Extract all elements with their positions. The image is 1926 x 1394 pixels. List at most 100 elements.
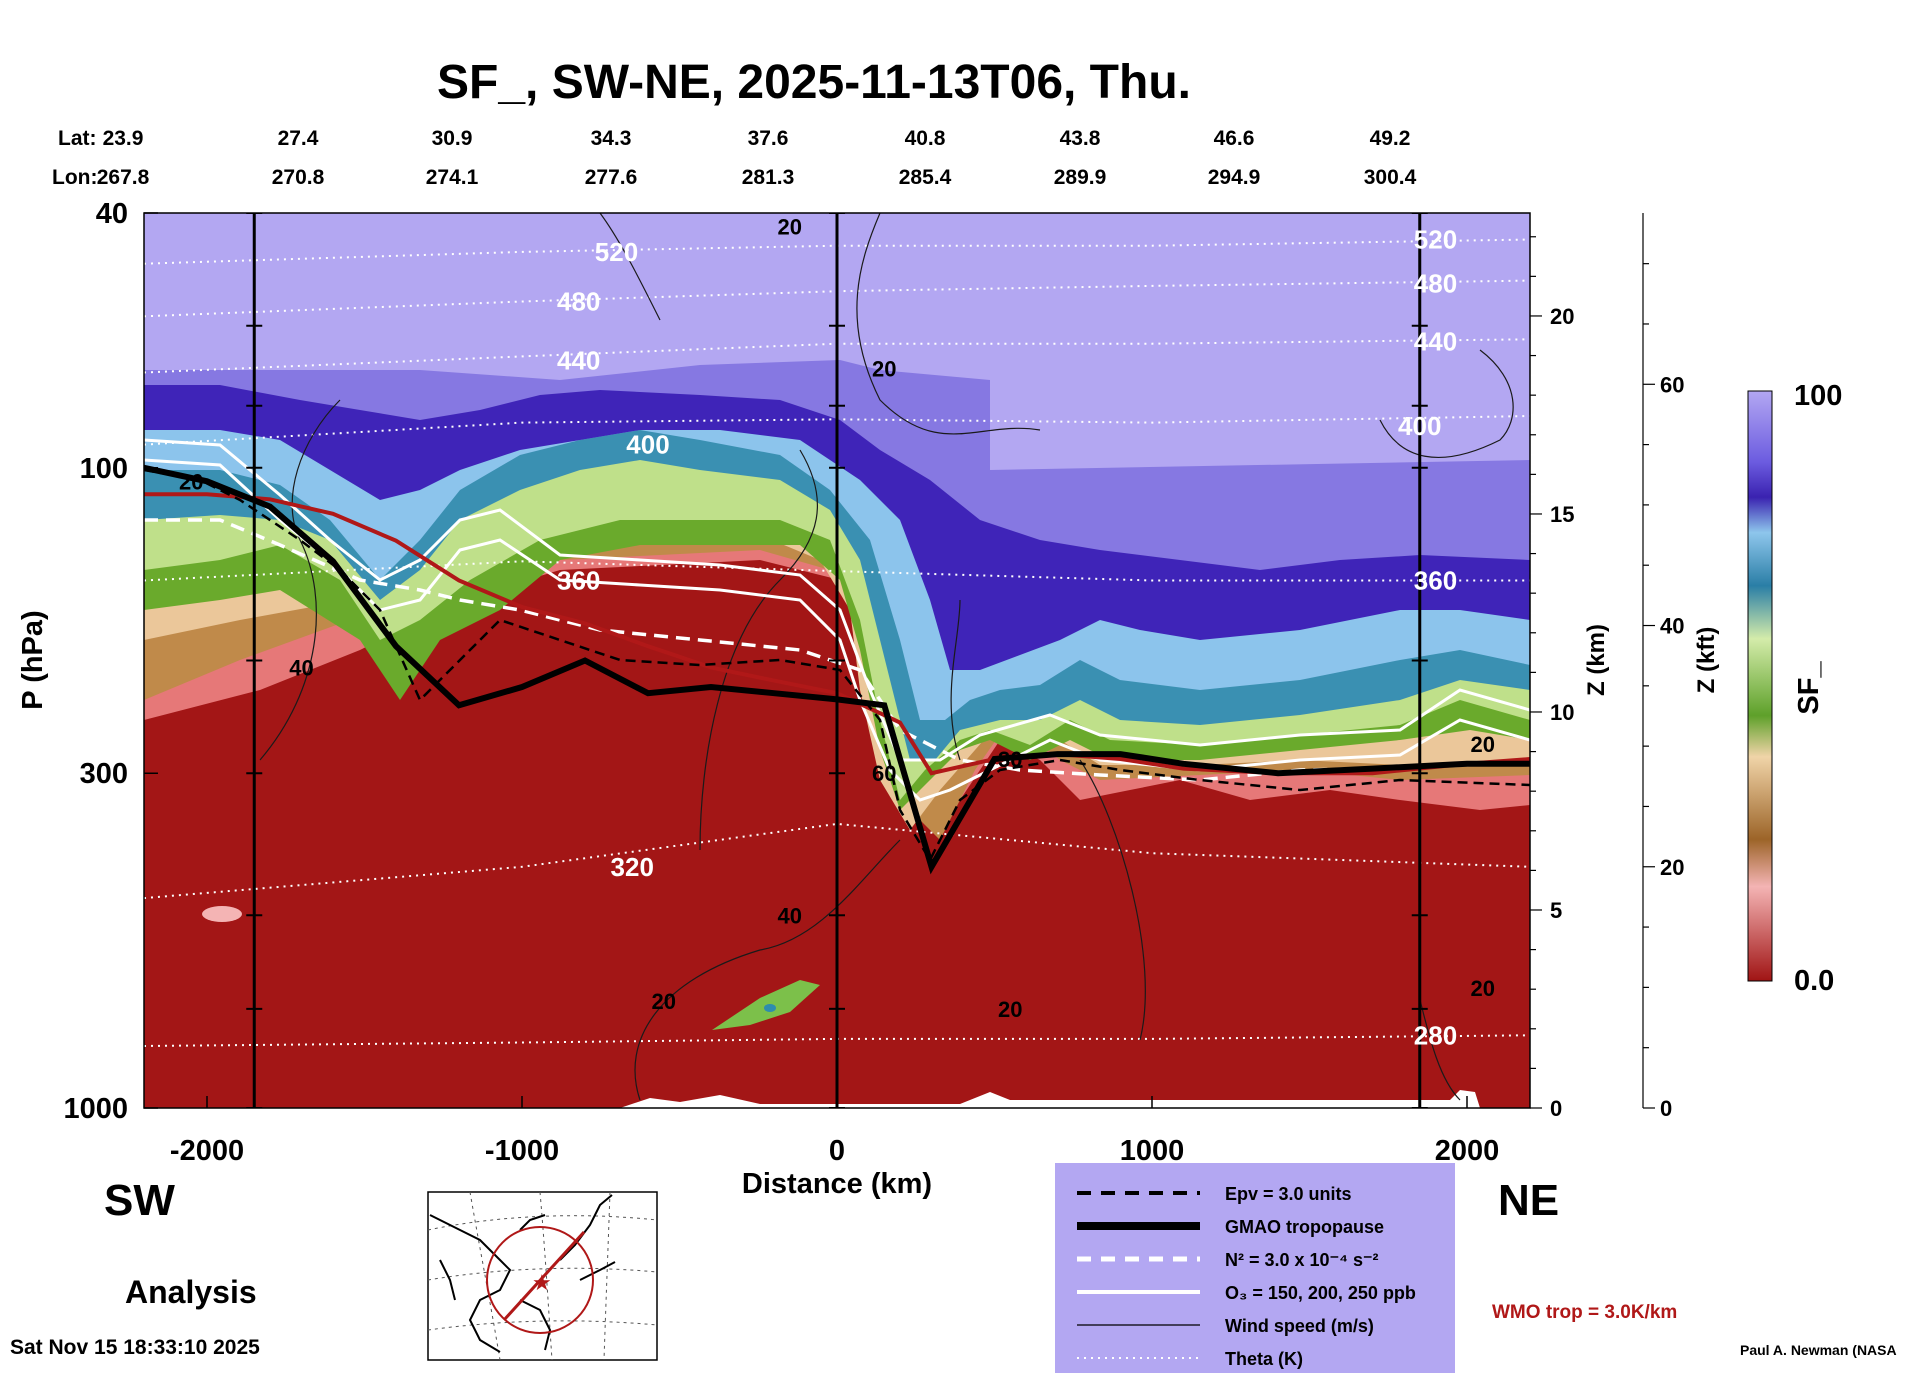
p-tick-label: 100 bbox=[80, 453, 128, 485]
zkft-tick-label: 60 bbox=[1660, 372, 1684, 397]
theta-label: 520 bbox=[1414, 225, 1457, 255]
theta-contour bbox=[144, 822, 1530, 900]
lon-value: 281.3 bbox=[742, 166, 795, 189]
lon-label: Lon: bbox=[52, 166, 97, 189]
wind-label: 20 bbox=[778, 215, 802, 240]
wind-label: 40 bbox=[289, 655, 313, 680]
zkft-tick-label: 20 bbox=[1660, 855, 1684, 880]
theta-label: 320 bbox=[611, 852, 654, 882]
credit: Paul A. Newman (NASA bbox=[1740, 1342, 1897, 1358]
z-km-title: Z (km) bbox=[1583, 624, 1610, 696]
lat-value: 30.9 bbox=[432, 127, 473, 150]
zkft-tick-label: 0 bbox=[1660, 1096, 1672, 1121]
inset-map-star: ★ bbox=[532, 1271, 552, 1296]
lat-value: 43.8 bbox=[1060, 127, 1101, 150]
lat-value: 34.3 bbox=[591, 127, 632, 150]
field-green-blob bbox=[712, 980, 820, 1030]
legend-label: GMAO tropopause bbox=[1225, 1217, 1384, 1237]
wind-label: 30 bbox=[998, 747, 1022, 772]
p-tick-label: 1000 bbox=[63, 1093, 128, 1125]
zkm-tick-label: 5 bbox=[1550, 898, 1562, 923]
inset-map-coastline bbox=[429, 1194, 616, 1353]
legend-label: O₃ = 150, 200, 250 ppb bbox=[1225, 1283, 1416, 1303]
legend-label: N² = 3.0 x 10⁻⁴ s⁻² bbox=[1225, 1250, 1378, 1270]
wind-label: 20 bbox=[179, 469, 203, 494]
lon-value: 270.8 bbox=[272, 166, 325, 189]
lat-row: Lat: bbox=[58, 127, 97, 150]
theta-label: 440 bbox=[557, 346, 600, 376]
lon-value: 277.6 bbox=[585, 166, 638, 189]
lon-value: 300.4 bbox=[1364, 166, 1417, 189]
vertical-markers bbox=[246, 213, 1428, 1108]
colorbar-label: SF_ bbox=[1793, 661, 1825, 715]
zkm-tick-label: 15 bbox=[1550, 502, 1574, 527]
inset-map: ★ bbox=[427, 1191, 658, 1361]
lat-value: 49.2 bbox=[1370, 127, 1411, 150]
lat-label: Lat: bbox=[58, 127, 97, 150]
legend: Epv = 3.0 units GMAO tropopause N² = 3.0 x… bbox=[1055, 1163, 1455, 1373]
theta-label: 480 bbox=[1414, 268, 1457, 298]
field-blue-spot bbox=[764, 1004, 776, 1012]
wind-label: 20 bbox=[998, 997, 1022, 1022]
theta-label: 440 bbox=[1414, 327, 1457, 357]
gmao-tropopause-line bbox=[144, 464, 1530, 875]
zkm-tick-label: 10 bbox=[1550, 700, 1574, 725]
wind-contours bbox=[259, 213, 1514, 1101]
theta-label: 400 bbox=[626, 430, 669, 460]
wind-label: 60 bbox=[872, 761, 896, 786]
x-axis-title: Distance (km) bbox=[742, 1168, 932, 1200]
wind-label: 20 bbox=[1471, 976, 1495, 1001]
lon-value: 274.1 bbox=[426, 166, 479, 189]
legend-label: Theta (K) bbox=[1225, 1349, 1303, 1369]
zkft-tick-label: 40 bbox=[1660, 614, 1684, 639]
wind-label: 20 bbox=[1471, 732, 1495, 757]
colorbar: 100 0.0 SF_ bbox=[1747, 380, 1842, 997]
sw-label: SW bbox=[104, 1176, 175, 1225]
zkm-tick-label: 20 bbox=[1550, 304, 1574, 329]
lat-value: 37.6 bbox=[748, 127, 789, 150]
theta-label: 280 bbox=[1414, 1020, 1457, 1050]
x-tick-label: 2000 bbox=[1435, 1135, 1500, 1167]
theta-label: 360 bbox=[1414, 566, 1457, 596]
lat-value: 40.8 bbox=[905, 127, 946, 150]
x-tick-label: -1000 bbox=[485, 1135, 559, 1167]
field-pink-blob bbox=[202, 906, 242, 922]
y-axis-title: P (hPa) bbox=[17, 610, 49, 709]
theta-label: 400 bbox=[1398, 411, 1441, 441]
legend-label: Wind speed (m/s) bbox=[1225, 1316, 1374, 1336]
theta-label: 360 bbox=[557, 566, 600, 596]
x-tick-label: 1000 bbox=[1120, 1135, 1185, 1167]
lon-value: 285.4 bbox=[899, 166, 952, 189]
analysis-label: Analysis bbox=[125, 1274, 257, 1310]
p-tick-label: 300 bbox=[80, 758, 128, 790]
theta-label: 520 bbox=[595, 237, 638, 267]
wind-label: 20 bbox=[872, 357, 896, 382]
inset-map-transect bbox=[502, 1230, 586, 1322]
colorbar-max: 100 bbox=[1794, 380, 1842, 412]
colorbar-gradient bbox=[1747, 390, 1773, 982]
wind-labels: 20 20 20 40 60 30 40 20 20 20 20 bbox=[179, 215, 1495, 1022]
lat-value: 46.6 bbox=[1214, 127, 1255, 150]
wmo-label: WMO trop = 3.0K/km bbox=[1492, 1302, 1677, 1323]
legend-label: Epv = 3.0 units bbox=[1225, 1184, 1352, 1204]
lat-value: 23.9 bbox=[103, 127, 144, 150]
lon-value: 267.8 bbox=[97, 166, 150, 189]
zkm-tick-label: 0 bbox=[1550, 1096, 1562, 1121]
n2-dashed-line bbox=[144, 518, 1530, 782]
plot-area: 520 520 480 480 440 440 400 400 360 360 320 280 20 2… bbox=[144, 213, 1530, 1108]
inset-map-range-circle bbox=[486, 1226, 594, 1334]
lon-value: 294.9 bbox=[1208, 166, 1261, 189]
lat-lon-values: 23.9 27.4 30.9 34.3 37.6 40.8 43.8 46.6 49.2 267.… bbox=[97, 127, 1417, 189]
lat-value: 27.4 bbox=[278, 127, 319, 150]
colorbar-min: 0.0 bbox=[1794, 965, 1834, 997]
lon-row: Lon: bbox=[52, 166, 97, 189]
ne-label: NE bbox=[1498, 1176, 1559, 1225]
field-topography bbox=[620, 1090, 1480, 1108]
p-tick-label: 40 bbox=[96, 198, 128, 230]
lon-value: 289.9 bbox=[1054, 166, 1107, 189]
theta-label: 480 bbox=[557, 287, 600, 317]
chart-title: SF_, SW-NE, 2025-11-13T06, Thu. bbox=[437, 56, 1191, 109]
z-kft-title: Z (kft) bbox=[1693, 627, 1720, 694]
wind-label: 20 bbox=[652, 989, 676, 1014]
